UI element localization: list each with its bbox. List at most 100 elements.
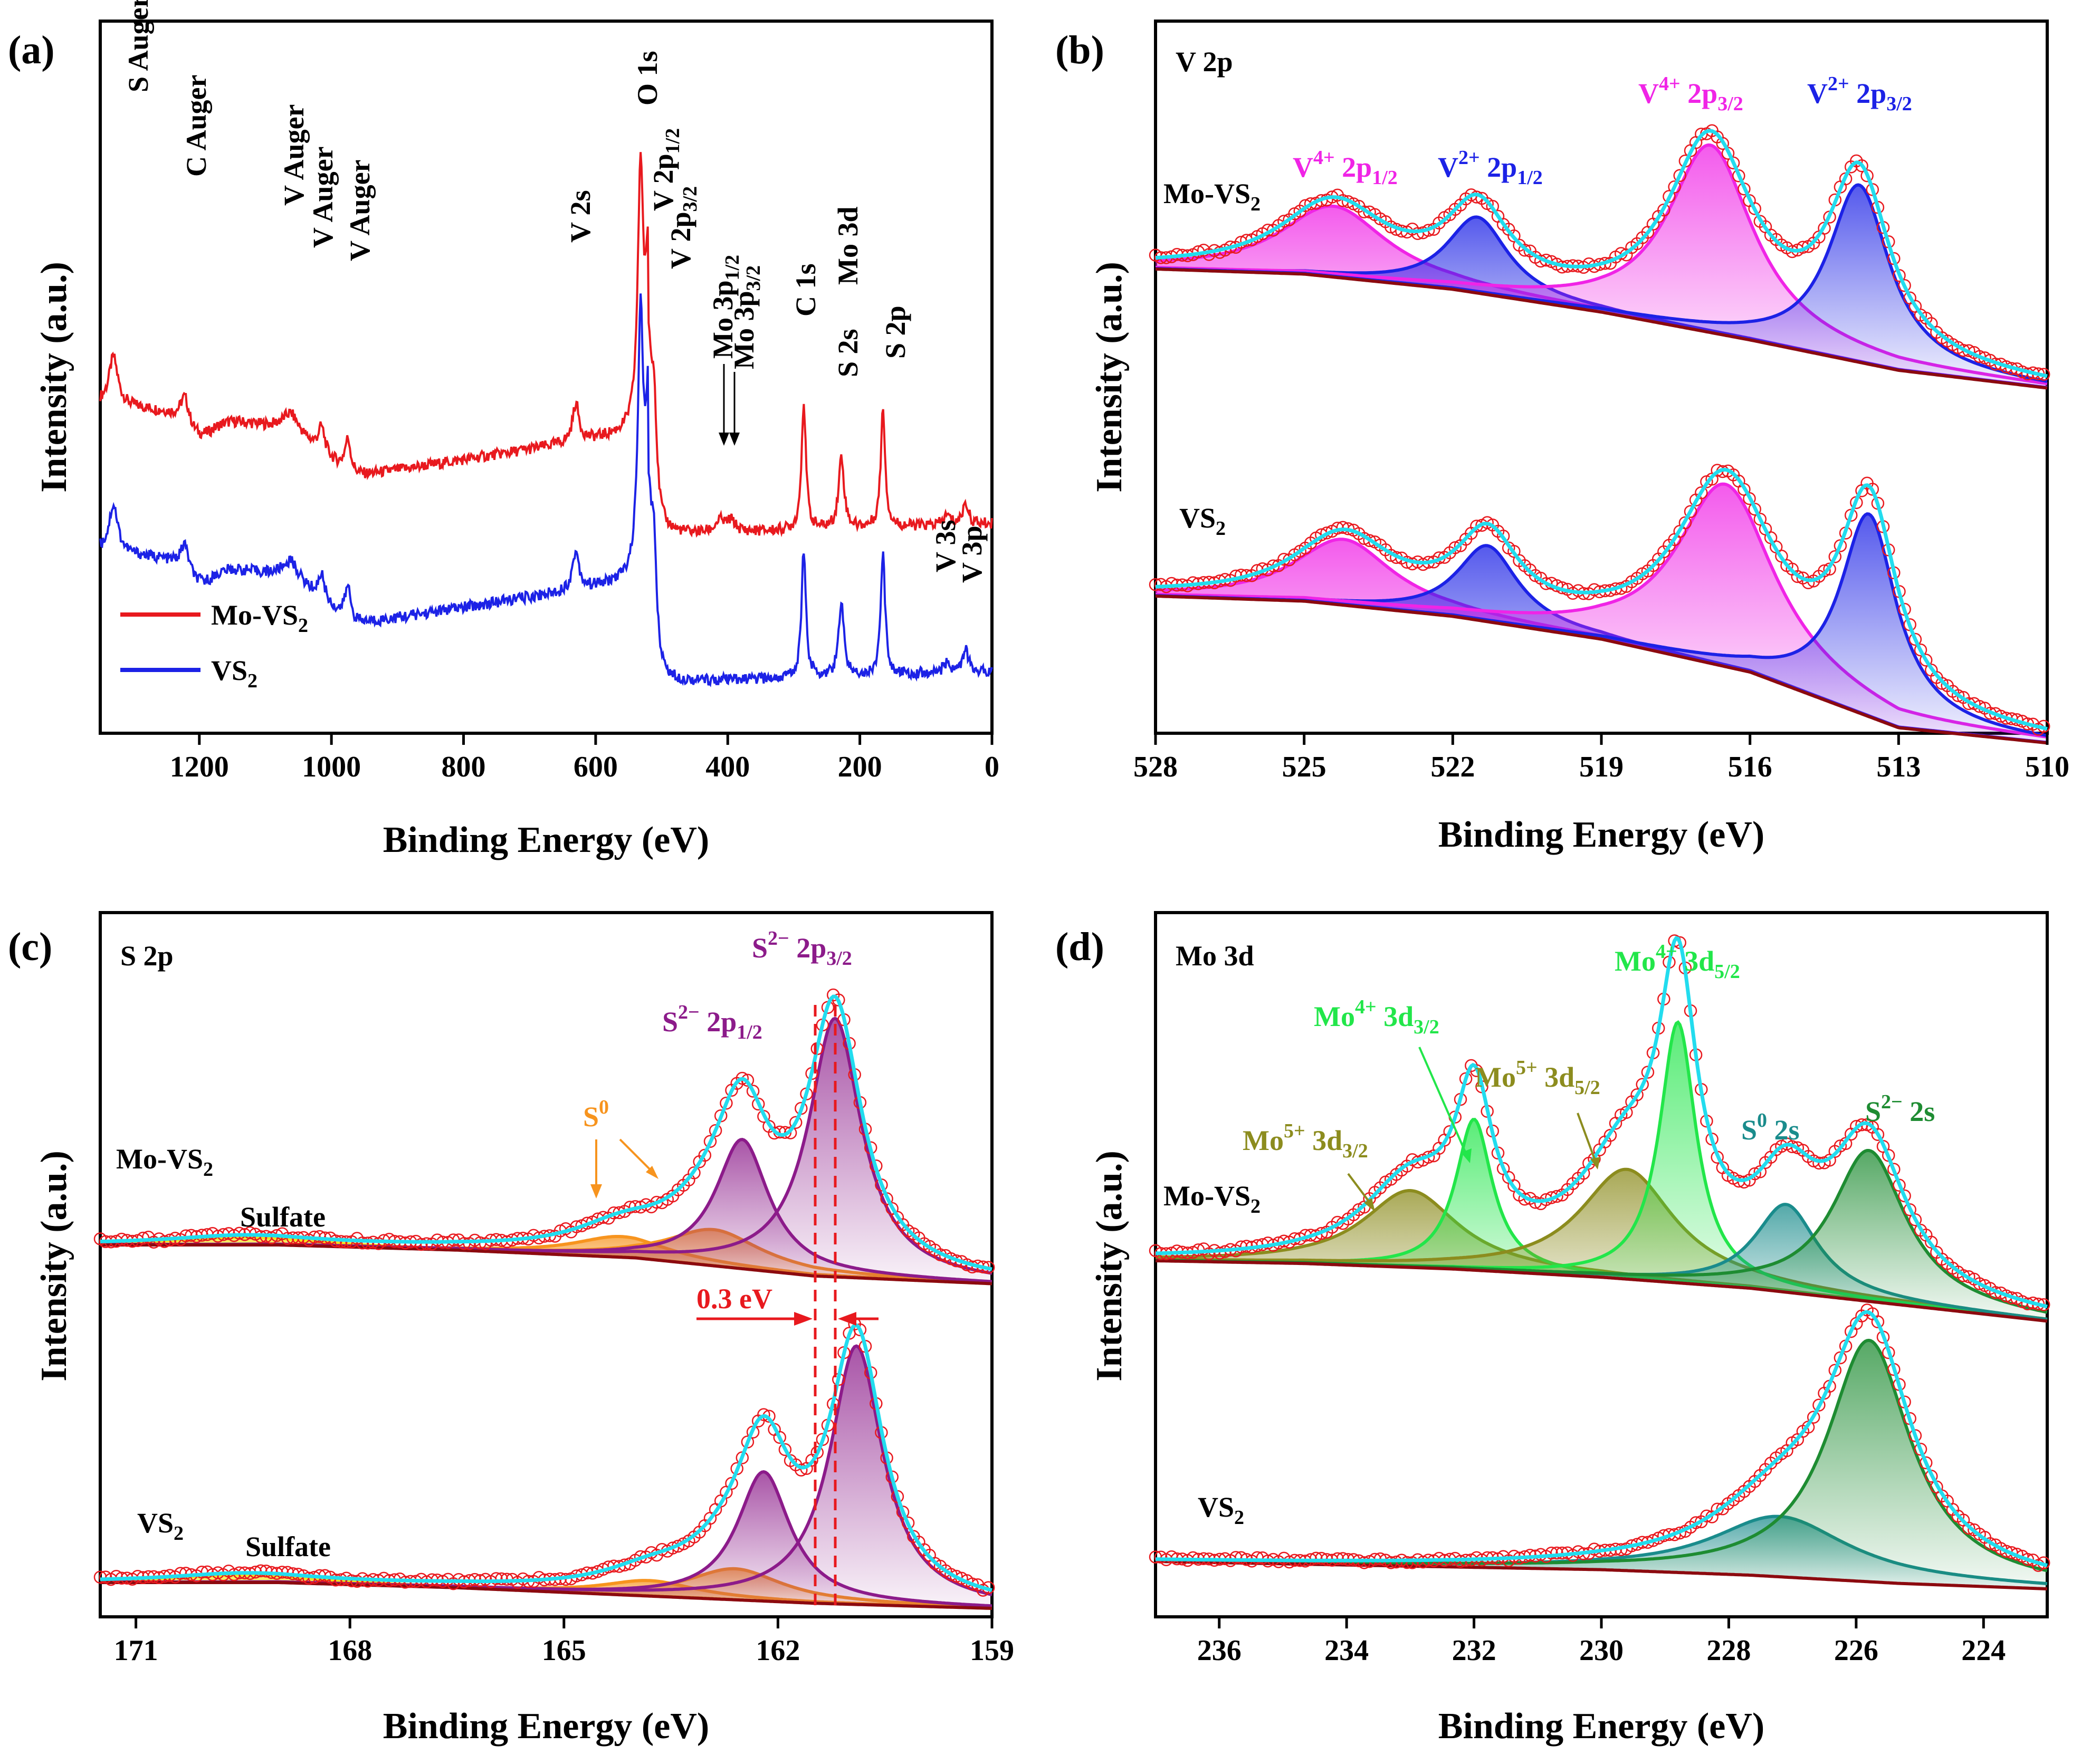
anno-v-3p: V 3p bbox=[956, 525, 988, 583]
panel-a: (a) 1200 1000 800 600 400 200 0 Binding Energy… bbox=[8, 0, 999, 860]
panel-label-c: (c) bbox=[8, 925, 52, 969]
data-point bbox=[1336, 1552, 1350, 1565]
anno-s-auger: S Auger bbox=[122, 0, 154, 92]
panel-d: (d) Mo 3d 236 234 232 230 228 226 224 Binding … bbox=[1055, 911, 2050, 1747]
mo5-3d32-pointer bbox=[1347, 1173, 1373, 1206]
panel-c-ylabel: Intensity (a.u.) bbox=[34, 1151, 74, 1382]
panel-label-b: (b) bbox=[1055, 28, 1104, 72]
s0-pointer-2 bbox=[619, 1138, 655, 1175]
xtick-label-a-0: 1200 bbox=[170, 751, 229, 783]
data-point bbox=[1743, 492, 1756, 505]
xtick-label-a-2: 800 bbox=[442, 751, 486, 783]
data-point bbox=[789, 1116, 803, 1129]
data-point bbox=[1903, 1203, 1916, 1216]
data-point bbox=[1834, 1351, 1847, 1365]
data-point bbox=[1496, 529, 1510, 543]
data-point bbox=[1748, 502, 1761, 516]
data-point bbox=[709, 1124, 722, 1137]
data-point bbox=[174, 1567, 187, 1580]
raw-data-c-vs2 bbox=[93, 1317, 995, 1597]
xtick-label-a-3: 600 bbox=[574, 751, 618, 783]
label-s2-2p12: S2− 2p1/2 bbox=[662, 1001, 762, 1043]
data-point bbox=[1641, 1066, 1655, 1079]
component-fill-d-movs2-0 bbox=[1156, 1191, 2047, 1321]
data-point bbox=[1277, 215, 1291, 228]
data-point bbox=[703, 1135, 717, 1148]
anno-v-auger-2: V Auger bbox=[307, 146, 339, 248]
label-v4-2p12: V4+ 2p1/2 bbox=[1293, 147, 1398, 189]
sample-label-movs2-c: Mo-VS2 bbox=[116, 1143, 213, 1181]
xtick-label-d-4: 228 bbox=[1706, 1634, 1751, 1667]
xtick-label-b-1: 525 bbox=[1282, 751, 1326, 783]
anno-v-auger-3: V Auger bbox=[344, 159, 376, 261]
data-point bbox=[1871, 1128, 1885, 1141]
label-shift: 0.3 eV bbox=[696, 1283, 772, 1315]
data-point bbox=[1738, 1175, 1751, 1189]
sample-label-vs2-b: VS2 bbox=[1179, 502, 1226, 540]
data-point bbox=[778, 1443, 792, 1456]
mo5-3d52-arrowhead bbox=[1590, 1157, 1600, 1169]
data-point bbox=[1726, 156, 1740, 170]
data-point bbox=[795, 1463, 808, 1477]
data-point bbox=[1866, 483, 1879, 496]
label-mo4-3d32: Mo4+ 3d3/2 bbox=[1314, 996, 1439, 1038]
panel-d-ylabel: Intensity (a.u.) bbox=[1089, 1151, 1130, 1382]
xtick-label-a-5: 200 bbox=[838, 751, 882, 783]
data-point bbox=[1983, 1537, 1997, 1550]
mo4-3d32-pointer bbox=[1418, 1047, 1469, 1158]
xtick-label-b-3: 519 bbox=[1579, 751, 1624, 783]
data-point bbox=[1518, 244, 1531, 257]
background-b-movs2 bbox=[1155, 267, 2048, 390]
s0-arrowhead-2 bbox=[646, 1166, 658, 1179]
anno-c-auger: C Auger bbox=[180, 75, 212, 177]
envelope-d-movs2 bbox=[1156, 936, 2048, 1309]
anno-mo-3p32: Mo 3p3/2 bbox=[728, 265, 765, 369]
data-point bbox=[1165, 577, 1178, 590]
data-point bbox=[490, 1572, 503, 1585]
data-point bbox=[1748, 1167, 1761, 1181]
data-point bbox=[720, 1097, 733, 1110]
data-point bbox=[1855, 159, 1868, 172]
data-point bbox=[810, 1446, 824, 1459]
mo5-3d52-pointer bbox=[1577, 1113, 1597, 1164]
sample-label-movs2-b: Mo-VS2 bbox=[1163, 178, 1261, 215]
data-point bbox=[1908, 632, 1922, 646]
panel-d-xlabel: Binding Energy (eV) bbox=[1438, 1706, 1764, 1747]
data-point bbox=[1448, 541, 1462, 554]
s0-arrowhead-1 bbox=[590, 1184, 602, 1199]
anno-v-auger-1: V Auger bbox=[278, 104, 310, 206]
label-v2-2p12: V2+ 2p1/2 bbox=[1438, 147, 1543, 189]
xtick-label-d-5: 226 bbox=[1834, 1634, 1878, 1667]
label-sulfate-movs2: Sulfate bbox=[240, 1201, 326, 1233]
data-point bbox=[1550, 1190, 1563, 1203]
data-point bbox=[1545, 1546, 1558, 1560]
sample-label-vs2-d: VS2 bbox=[1198, 1491, 1244, 1529]
panel-c-xlabel: Binding Energy (eV) bbox=[383, 1706, 709, 1747]
label-s0-2s: S0 2s bbox=[1741, 1109, 1800, 1146]
anno-v-2s: V 2s bbox=[565, 190, 596, 243]
data-point bbox=[1828, 1364, 1842, 1377]
mo3p32-arrowhead bbox=[729, 433, 740, 446]
xtick-label-b-0: 528 bbox=[1133, 751, 1178, 783]
data-point bbox=[356, 1236, 369, 1250]
shift-arrowhead-left bbox=[794, 1312, 813, 1326]
component-fill-b-movs2-0 bbox=[1156, 206, 2047, 388]
data-point bbox=[1818, 564, 1831, 578]
label-v4-2p32: V4+ 2p3/2 bbox=[1638, 73, 1743, 115]
data-point bbox=[1363, 534, 1376, 548]
background-c-movs2 bbox=[100, 1243, 992, 1286]
panel-c-frame bbox=[99, 911, 994, 1618]
panel-label-a: (a) bbox=[8, 28, 55, 72]
data-point bbox=[1973, 1277, 1986, 1290]
data-point bbox=[1914, 643, 1927, 657]
data-point bbox=[1657, 203, 1670, 217]
data-point bbox=[1716, 137, 1730, 150]
panel-b-title: V 2p bbox=[1176, 46, 1233, 78]
anno-v-3s: V 3s bbox=[930, 520, 961, 572]
data-point bbox=[950, 1569, 963, 1583]
mo5-3d32-arrowhead bbox=[1364, 1198, 1375, 1212]
data-point bbox=[1630, 1088, 1644, 1101]
data-point bbox=[1925, 1235, 1938, 1249]
data-point bbox=[773, 1431, 787, 1444]
